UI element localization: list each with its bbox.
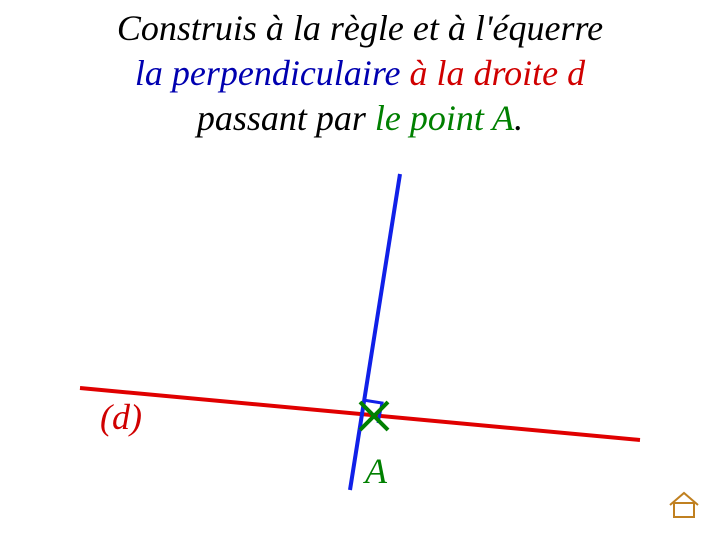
geometry-diagram (0, 0, 720, 540)
stage: Construis à la règle et à l'équerre la p… (0, 0, 720, 540)
label-A: A (365, 450, 387, 492)
perpendicular-line (350, 174, 400, 490)
home-icon[interactable] (666, 489, 702, 526)
label-d: (d) (100, 396, 142, 438)
